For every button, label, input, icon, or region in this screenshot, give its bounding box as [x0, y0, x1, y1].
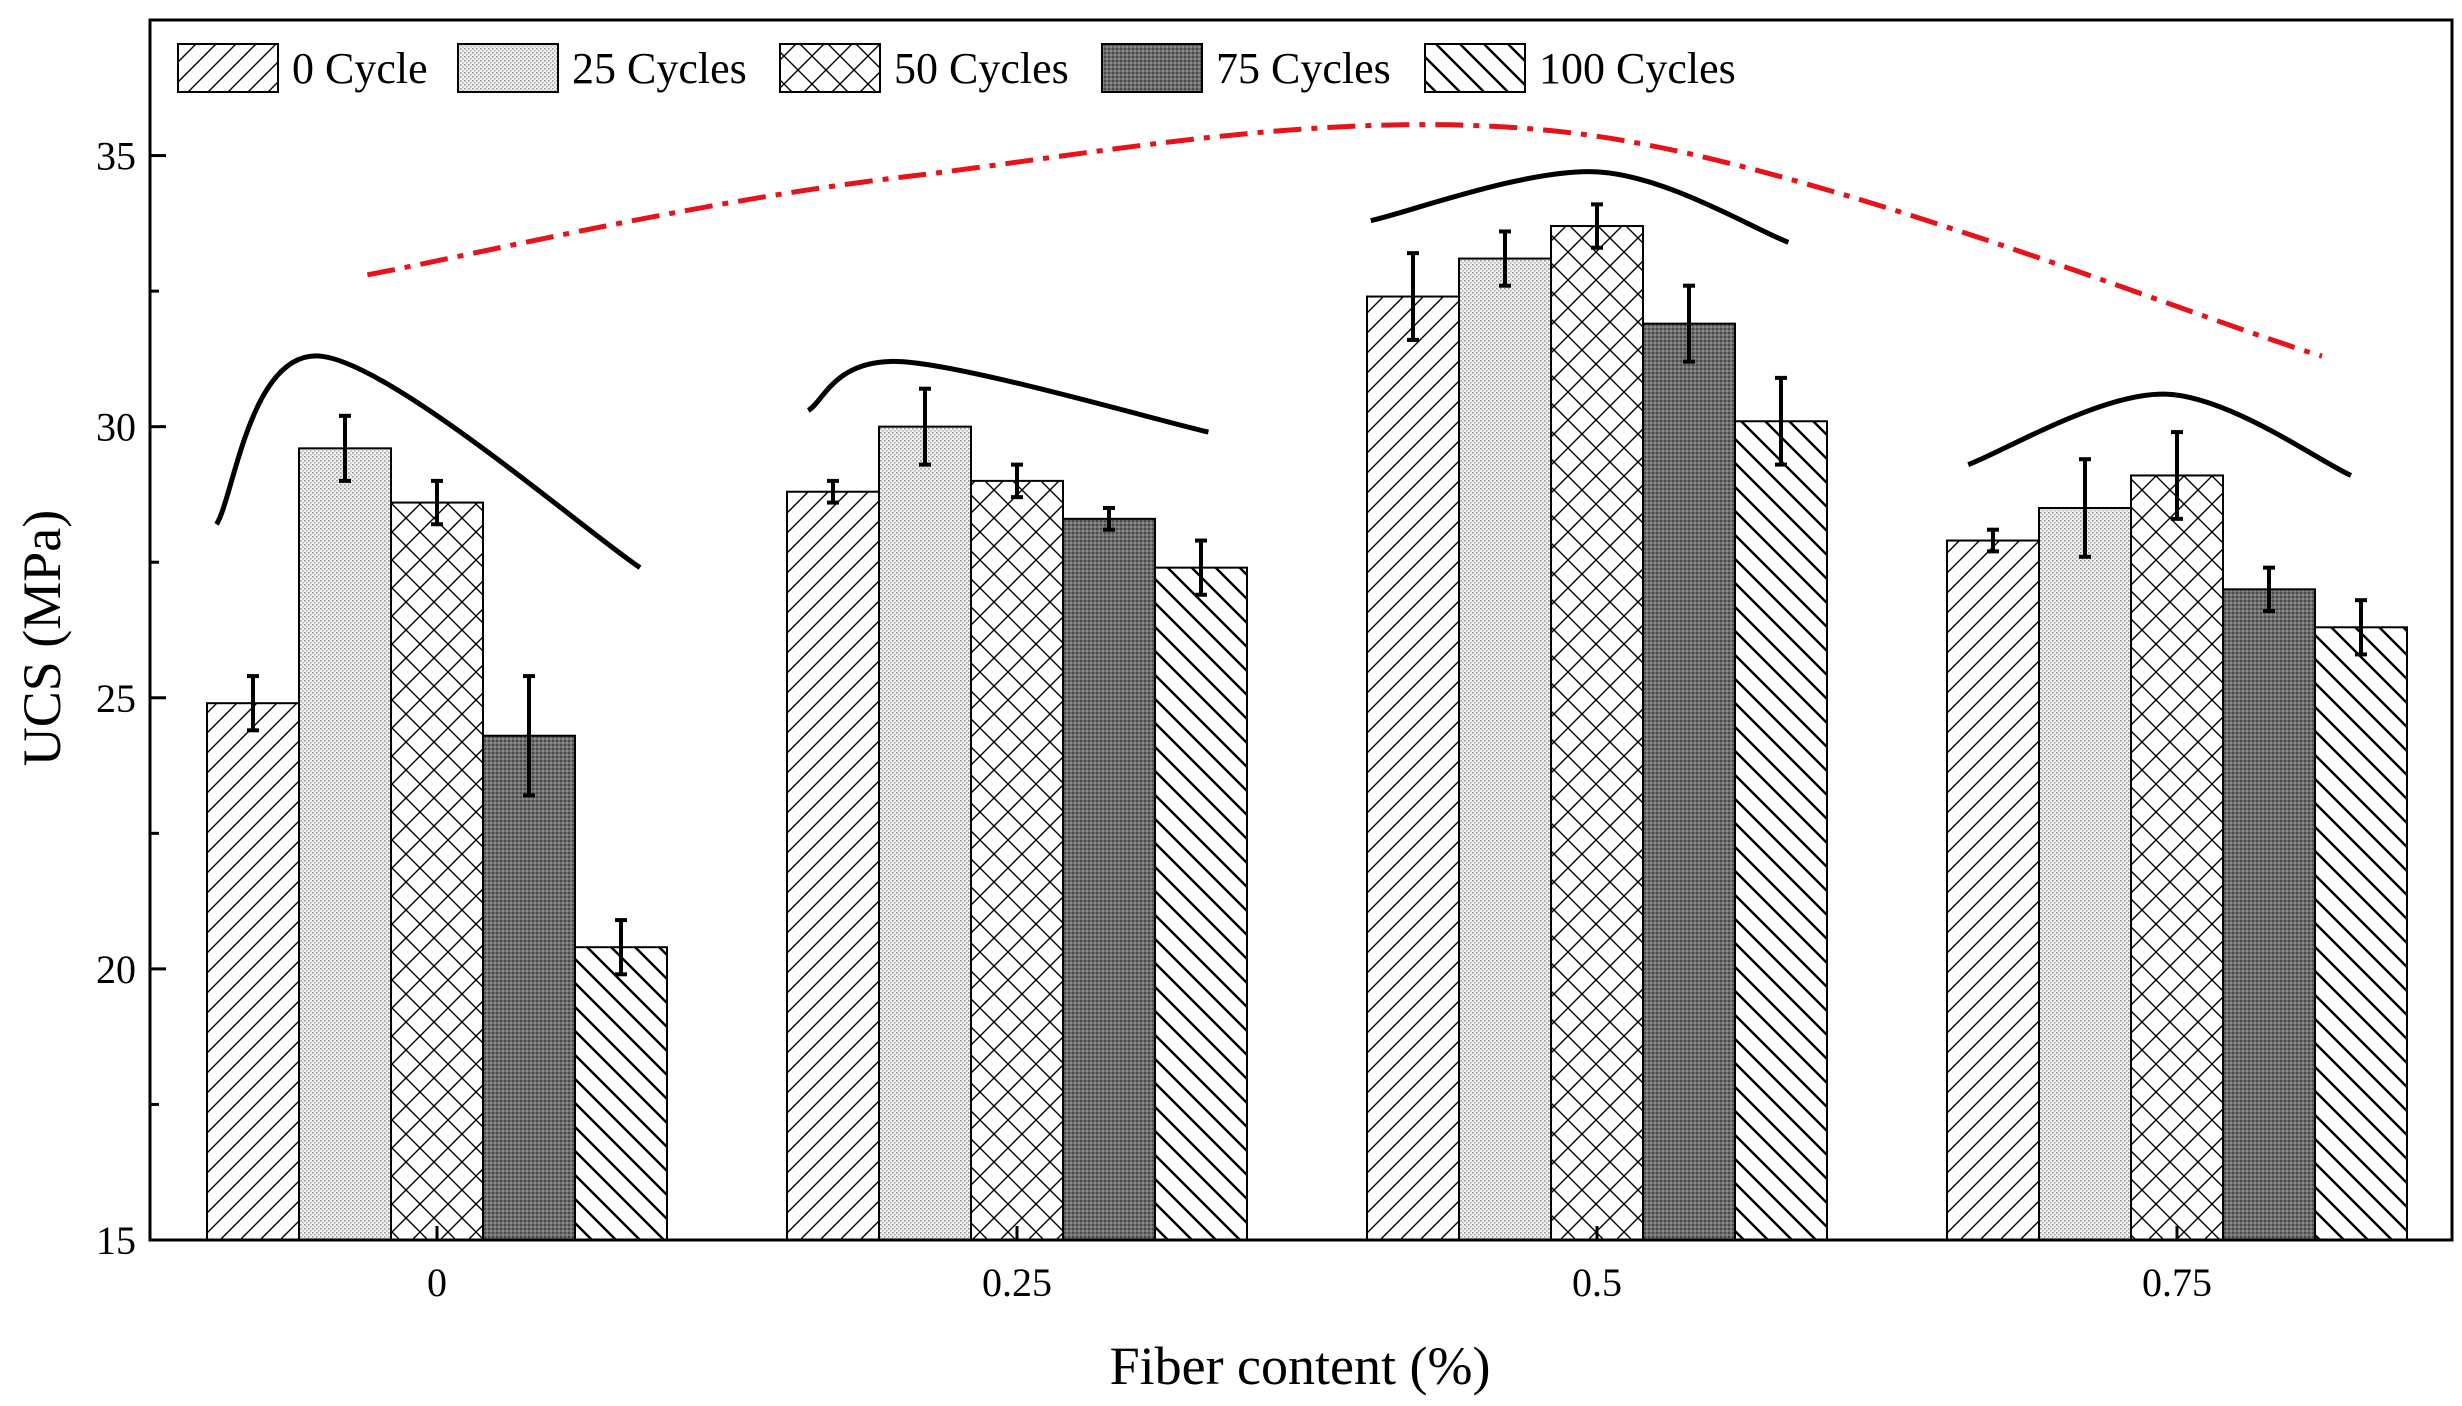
error-bar — [1407, 251, 1419, 342]
x-tick-label: 0.75 — [2142, 1260, 2212, 1305]
bar — [1550, 225, 1644, 1242]
bar — [1154, 566, 1248, 1241]
error-bar — [2355, 598, 2367, 657]
bar — [1642, 322, 1736, 1241]
series-25-cycles — [298, 229, 2132, 1242]
bar — [574, 946, 668, 1241]
legend-entry: 75 Cycles — [1101, 43, 1391, 93]
error-bar — [2263, 565, 2275, 614]
error-bar — [827, 478, 839, 505]
y-tick-label: 20 — [96, 947, 136, 992]
y-tick-label: 15 — [96, 1218, 136, 1263]
y-tick-label: 35 — [96, 134, 136, 179]
error-bar — [523, 674, 535, 798]
trend-curve-0-5 — [1370, 169, 1790, 245]
y-axis-title: UCS (MPa) — [12, 510, 72, 767]
bar — [1458, 257, 1552, 1242]
x-tick-label: 0.5 — [1572, 1260, 1622, 1305]
error-bar — [1987, 527, 1999, 554]
error-bar — [339, 413, 351, 483]
error-bar — [2171, 430, 2183, 521]
bar — [1946, 539, 2040, 1241]
legend-label: 100 Cycles — [1539, 44, 1736, 93]
error-bar — [431, 478, 443, 527]
series-50-cycles — [390, 202, 2224, 1242]
error-bar — [1775, 375, 1787, 467]
bar — [2222, 588, 2316, 1241]
trend-curve-0-75 — [1967, 391, 2353, 478]
x-axis-title: Fiber content (%) — [1110, 1336, 1491, 1396]
legend: 0 Cycle 25 Cycles 50 Cycles 75 Cycles 100 Cy… — [177, 43, 1736, 93]
legend-label: 50 Cycles — [894, 44, 1069, 93]
bar — [786, 490, 880, 1241]
legend-swatch — [779, 43, 881, 93]
plot-frame — [148, 18, 2454, 1242]
legend-entry: 25 Cycles — [457, 43, 747, 93]
bar — [2314, 626, 2408, 1241]
bar — [1734, 420, 1828, 1241]
plot-area — [206, 122, 2408, 1242]
series-75-cycles — [482, 283, 2316, 1241]
overall-trend-curve — [366, 122, 2323, 359]
axes: 15 20 25 30 35 0 0.25 0.5 0.75 — [96, 18, 2454, 1305]
bar — [878, 425, 972, 1241]
bar — [298, 447, 392, 1242]
trend-curve-0-25 — [806, 359, 1209, 435]
error-bar — [1591, 202, 1603, 250]
error-bar — [919, 386, 931, 467]
series-100-cycles — [574, 375, 2408, 1241]
legend-swatch — [177, 43, 279, 93]
y-tick-label: 30 — [96, 405, 136, 450]
bar — [1366, 295, 1460, 1241]
error-bar — [247, 674, 259, 733]
trend-curve-0 — [214, 353, 642, 570]
legend-swatch — [457, 43, 559, 93]
bar — [2038, 507, 2132, 1241]
error-bar — [1103, 506, 1115, 532]
legend-label: 75 Cycles — [1216, 44, 1391, 93]
legend-entry: 100 Cycles — [1424, 43, 1736, 93]
legend-label: 0 Cycle — [292, 44, 428, 93]
bar — [482, 734, 576, 1241]
error-bar — [1683, 283, 1695, 364]
bar — [390, 501, 484, 1242]
error-bar — [2079, 457, 2091, 559]
legend-swatch — [1101, 43, 1203, 93]
bar — [206, 702, 300, 1241]
series-0-cycle — [206, 251, 2040, 1241]
error-bar — [1011, 462, 1023, 500]
error-bar — [1499, 229, 1511, 288]
error-bar — [615, 918, 627, 977]
y-tick-label: 25 — [96, 676, 136, 721]
bar — [1062, 517, 1156, 1241]
legend-entry: 50 Cycles — [779, 43, 1069, 93]
bar — [2130, 474, 2224, 1241]
bar — [970, 479, 1064, 1241]
legend-swatch — [1424, 43, 1526, 93]
x-tick-label: 0 — [427, 1260, 447, 1305]
error-bar — [1195, 538, 1207, 597]
legend-entry: 0 Cycle — [177, 43, 428, 93]
x-tick-label: 0.25 — [982, 1260, 1052, 1305]
legend-label: 25 Cycles — [572, 44, 747, 93]
